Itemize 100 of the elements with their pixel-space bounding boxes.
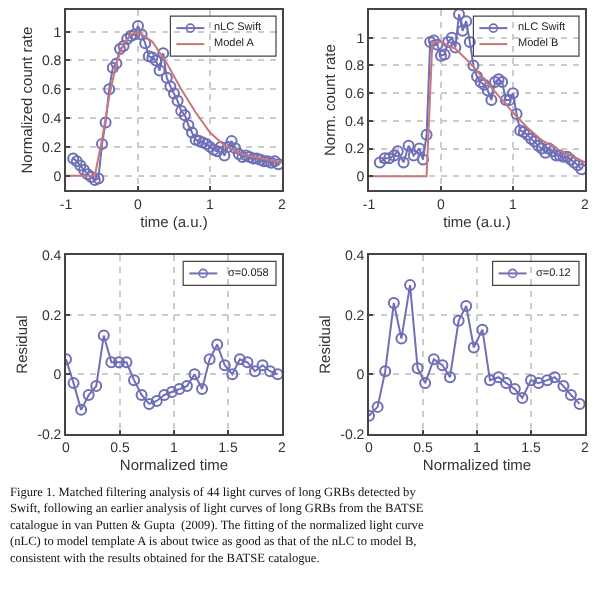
- point: [139, 37, 152, 50]
- point: [378, 152, 391, 165]
- point: [74, 159, 87, 172]
- point: [203, 353, 216, 366]
- point: [112, 356, 125, 369]
- point: [407, 149, 420, 162]
- point: [500, 377, 513, 390]
- point: [413, 142, 426, 155]
- point: [142, 50, 155, 63]
- point: [460, 299, 473, 312]
- point: [75, 403, 88, 416]
- point: [150, 394, 163, 407]
- point: [160, 71, 173, 84]
- point: [200, 138, 213, 150]
- point: [420, 128, 433, 141]
- point: [508, 383, 521, 396]
- point: [539, 146, 552, 159]
- point: [467, 341, 480, 354]
- point: [164, 80, 177, 93]
- point: [135, 389, 148, 401]
- point: [371, 400, 384, 413]
- point: [106, 61, 119, 74]
- point: [444, 371, 456, 384]
- point: [272, 158, 282, 171]
- point: [233, 353, 246, 366]
- point: [157, 47, 170, 60]
- point: [478, 78, 491, 91]
- point: [436, 359, 449, 372]
- point: [417, 153, 429, 166]
- point: [442, 35, 455, 48]
- point: [419, 377, 432, 390]
- point: [97, 329, 110, 342]
- point: [128, 374, 141, 387]
- point: [128, 28, 141, 41]
- point: [445, 31, 458, 44]
- point: [387, 296, 400, 309]
- point: [158, 389, 171, 401]
- point: [103, 83, 116, 96]
- point: [218, 359, 231, 372]
- point: [427, 353, 440, 366]
- point: [117, 40, 130, 53]
- point: [186, 126, 198, 139]
- point: [264, 365, 277, 378]
- point: [373, 156, 386, 169]
- point: [476, 323, 489, 336]
- point: [146, 51, 159, 64]
- point: [471, 70, 483, 83]
- point: [379, 365, 392, 378]
- point: [460, 15, 473, 28]
- point: [120, 356, 133, 369]
- point: [528, 135, 541, 148]
- point: [548, 371, 561, 384]
- point: [105, 356, 118, 369]
- point: [132, 19, 144, 32]
- point: [573, 397, 585, 410]
- point: [388, 149, 401, 162]
- point: [271, 368, 282, 381]
- point: [481, 84, 494, 97]
- point: [391, 145, 404, 158]
- point: [207, 143, 220, 156]
- point: [510, 107, 523, 120]
- point: [496, 76, 509, 89]
- point: [507, 87, 519, 100]
- point: [182, 119, 195, 132]
- point: [96, 138, 108, 150]
- point: [256, 359, 269, 372]
- point: [153, 64, 166, 77]
- point: [541, 374, 554, 387]
- point: [452, 314, 465, 327]
- point: [467, 59, 480, 72]
- point: [431, 38, 444, 51]
- point: [78, 163, 90, 176]
- point: [499, 94, 512, 107]
- point: [492, 371, 505, 384]
- point: [453, 10, 465, 21]
- point: [249, 365, 261, 378]
- point: [449, 41, 462, 54]
- point: [168, 87, 180, 100]
- point: [67, 377, 80, 390]
- point: [90, 380, 103, 393]
- point: [218, 149, 231, 162]
- point: [575, 163, 585, 176]
- point: [99, 116, 112, 129]
- point: [564, 153, 577, 166]
- point: [225, 135, 238, 148]
- point: [180, 380, 193, 393]
- point: [92, 172, 105, 185]
- point: [525, 132, 537, 145]
- point: [81, 168, 94, 181]
- point: [485, 94, 498, 107]
- point: [82, 389, 95, 401]
- point: [397, 156, 410, 169]
- point: [236, 150, 249, 163]
- point: [438, 48, 451, 61]
- point: [532, 377, 545, 390]
- point: [463, 35, 476, 48]
- point: [196, 383, 209, 396]
- point: [211, 338, 224, 351]
- point: [516, 391, 529, 404]
- point: [188, 368, 201, 381]
